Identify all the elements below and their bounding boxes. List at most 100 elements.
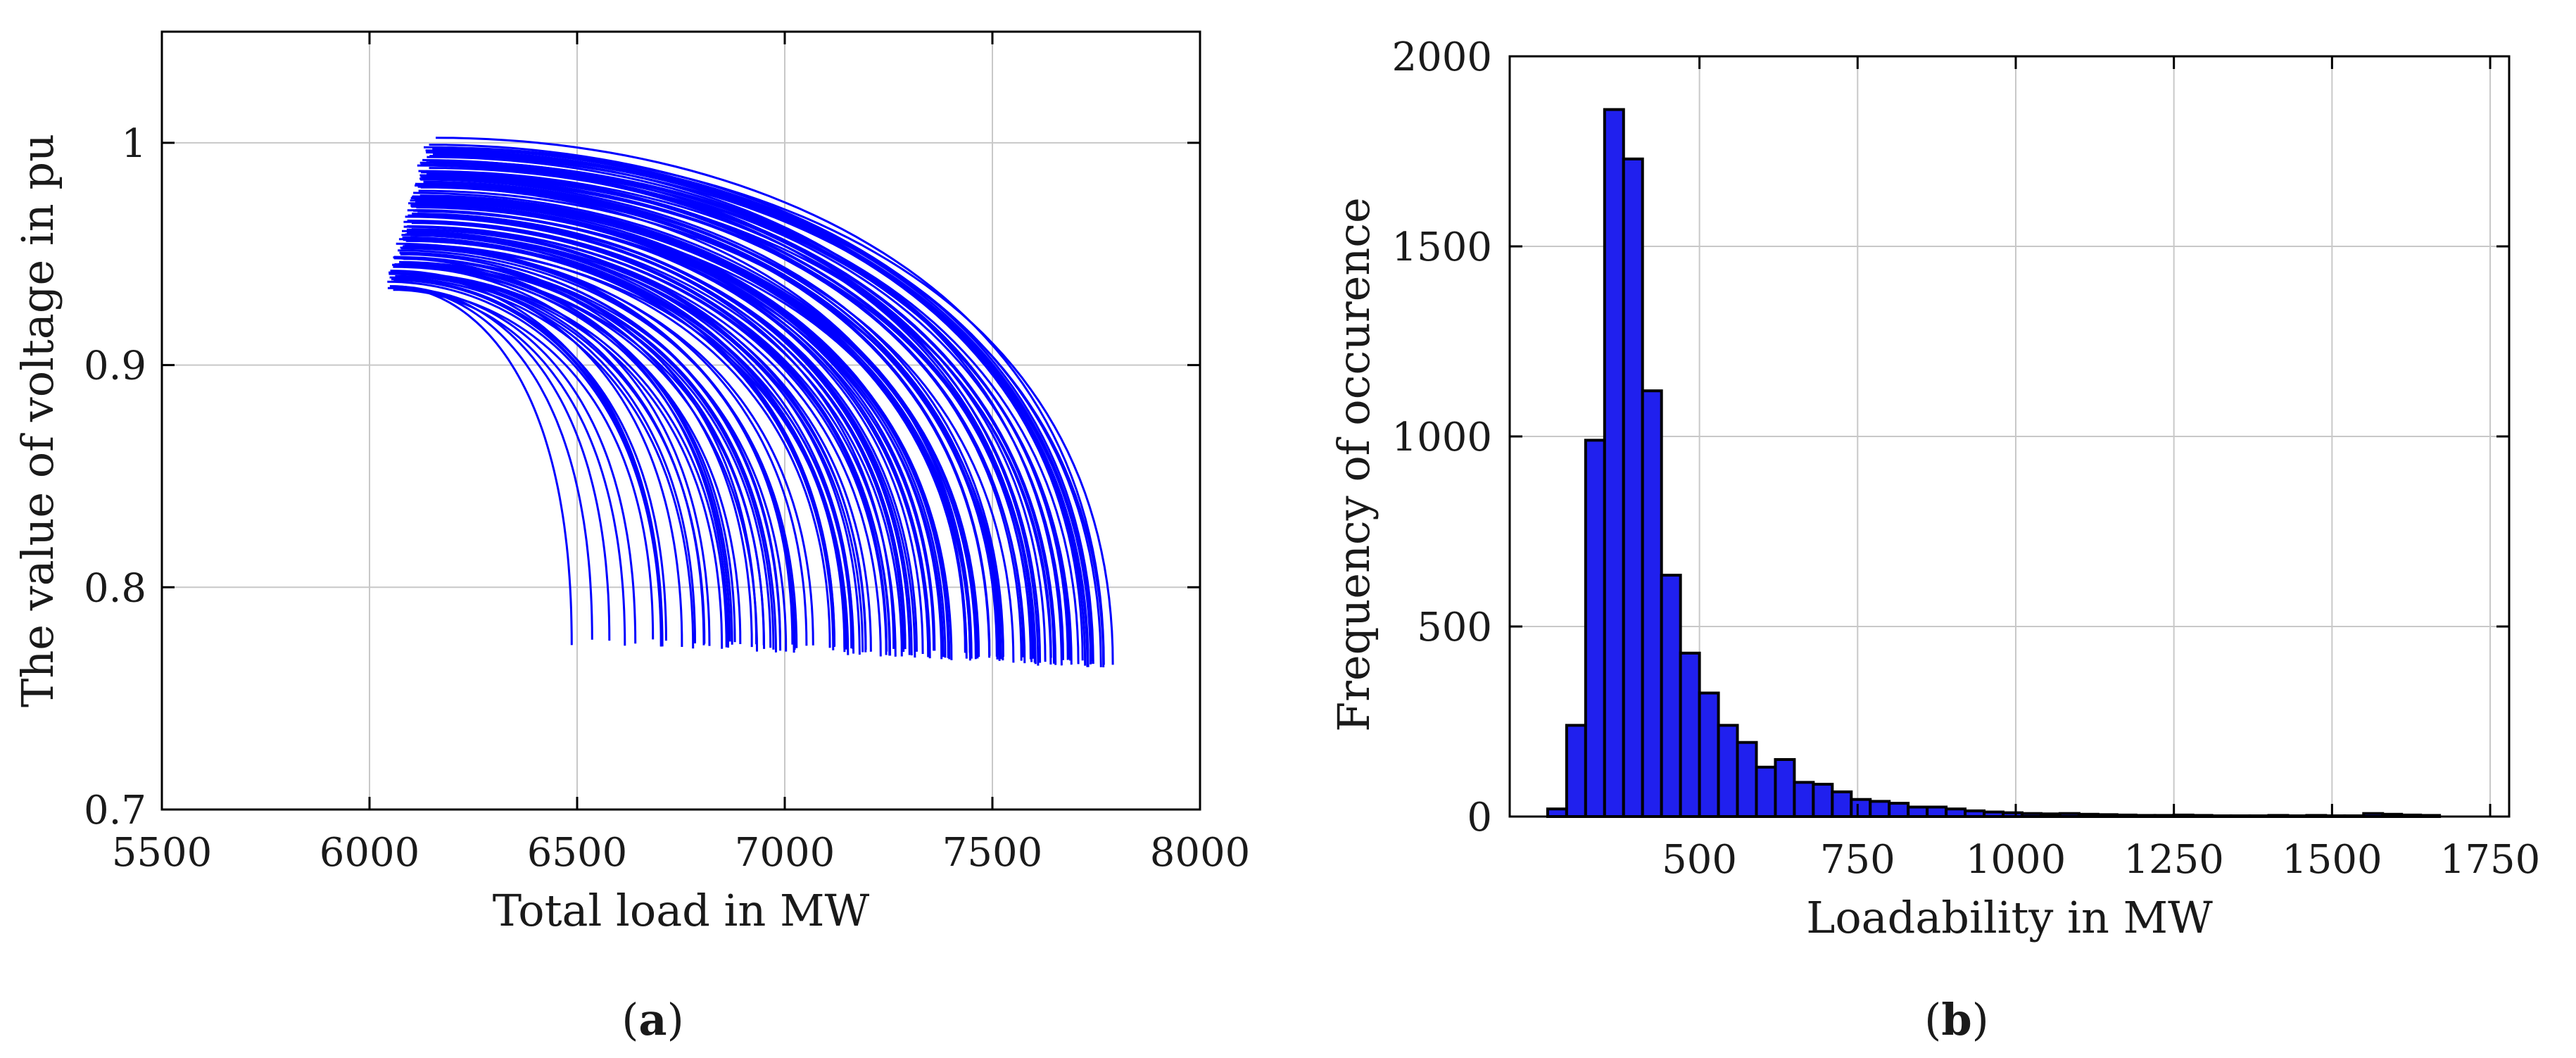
histogram-bar xyxy=(1698,691,1720,818)
histogram-bar xyxy=(1641,389,1663,818)
pv-curve xyxy=(395,275,696,644)
histogram-bar xyxy=(1736,741,1758,818)
panel-a-x-axis-label: Total load in MW xyxy=(493,885,870,936)
histogram-bar xyxy=(1565,724,1587,819)
pv-curve xyxy=(398,249,798,648)
pv-curve xyxy=(410,197,968,659)
pv-curve xyxy=(393,279,663,642)
panel-b-x-axis-label: Loadability in MW xyxy=(1806,892,2213,943)
pv-curve xyxy=(412,209,945,657)
pv-curve xyxy=(420,178,1004,657)
pv-curve xyxy=(392,272,724,649)
histogram-bar xyxy=(1907,805,1929,818)
pv-curve xyxy=(393,289,626,646)
pv-curve xyxy=(426,173,1037,665)
panel-b-y-tick-label: 500 xyxy=(1417,605,1492,650)
panel-b-x-tick-label: 1000 xyxy=(1966,837,2066,883)
histogram-bar xyxy=(1831,790,1853,819)
pv-curve xyxy=(394,263,758,652)
panel-a-tick-labels: 5500 6000 6500 7000 7500 8000 0.7 0.8 0.9 1 xyxy=(84,121,1250,876)
panel-b-x-tick-label: 500 xyxy=(1662,837,1737,883)
pv-curve xyxy=(415,201,951,660)
panel-a-y-axis-label: The value of voltage in pu xyxy=(12,134,63,707)
panel-a: 5500 6000 6500 7000 7500 8000 0.7 0.8 0.9 1 Total… xyxy=(12,30,1250,1045)
panel-b-x-tick-label: 750 xyxy=(1820,837,1895,883)
panel-a-ticks xyxy=(160,32,1201,811)
pv-curve xyxy=(391,278,662,646)
panel-b-y-tick-label: 1000 xyxy=(1391,415,1492,460)
pv-curve xyxy=(416,206,947,658)
pv-curve xyxy=(425,149,1092,665)
pv-curve xyxy=(415,215,918,652)
histogram-bar xyxy=(1717,724,1739,819)
panel-b-y-tick-label: 2000 xyxy=(1391,34,1492,80)
pv-curve xyxy=(401,234,850,655)
panel-a-x-tick-label: 6500 xyxy=(527,830,628,876)
pv-curve xyxy=(429,167,1055,664)
pv-curve xyxy=(390,285,573,645)
pv-curve xyxy=(406,228,882,657)
pv-curve xyxy=(408,225,888,655)
pv-curve xyxy=(408,214,905,653)
panel-b-caption: (b) xyxy=(1924,994,1989,1045)
panel-b-tick-labels: 500 750 1000 1250 1500 1750 0 500 1000 1500 2000 xyxy=(1391,34,2540,883)
panel-a-x-tick-label: 7000 xyxy=(735,830,835,876)
panel-b-y-tick-label: 0 xyxy=(1467,795,1492,840)
pv-curve xyxy=(408,202,953,660)
histogram-bar xyxy=(1812,783,1834,818)
pv-curve xyxy=(399,260,772,648)
pv-curve xyxy=(412,213,916,658)
panel-a-frame xyxy=(160,30,1201,811)
panel-a-x-tick-label: 5500 xyxy=(112,830,213,876)
panel-b-y-axis-label: Frequency of occurence xyxy=(1328,197,1379,731)
pv-curve xyxy=(389,271,664,647)
panel-b-x-tick-label: 1250 xyxy=(2123,837,2224,883)
histogram-bar xyxy=(1679,651,1701,818)
pv-curve xyxy=(407,219,903,657)
pv-curve xyxy=(405,233,867,650)
histogram-bar xyxy=(1850,798,1872,818)
pv-curve xyxy=(406,231,872,652)
pv-curve xyxy=(417,185,973,659)
panel-b-ticks xyxy=(1510,55,2509,818)
pv-curve xyxy=(422,163,1047,662)
panel-a-x-tick-label: 7500 xyxy=(942,830,1043,876)
pv-curve xyxy=(423,182,1002,660)
histogram-bar xyxy=(1926,805,1948,818)
panel-a-y-tick-label: 1 xyxy=(121,121,146,167)
pv-curve xyxy=(387,286,655,640)
histogram-bar xyxy=(1603,108,1625,819)
histogram-bar xyxy=(1888,802,1910,818)
histogram-bar xyxy=(1546,807,1568,818)
histogram-bar xyxy=(1869,800,1891,819)
pv-curve xyxy=(387,280,662,647)
histogram-bar xyxy=(1622,157,1644,819)
panel-a-x-tick-label: 8000 xyxy=(1150,830,1251,876)
pv-curve xyxy=(393,263,731,642)
pv-curve xyxy=(396,272,728,648)
panel-a-caption-letter: a xyxy=(638,994,667,1045)
panel-b-caption-letter: b xyxy=(1941,994,1971,1045)
panel-a-caption: (a) xyxy=(621,994,684,1045)
panel-b-x-tick-label: 1500 xyxy=(2282,837,2382,883)
histogram-bar xyxy=(1945,807,1967,818)
panel-b-bars xyxy=(1546,108,2442,819)
pv-curve xyxy=(400,252,781,646)
pv-curve xyxy=(400,247,814,645)
pv-curve xyxy=(413,191,979,659)
panel-a-x-tick-label: 6000 xyxy=(320,830,420,876)
pv-curve xyxy=(402,246,808,646)
pv-curve xyxy=(429,144,1094,665)
pv-curve xyxy=(412,195,977,660)
pv-curve xyxy=(433,162,1073,665)
histogram-bar xyxy=(1584,439,1606,818)
panel-b-x-tick-label: 1750 xyxy=(2440,837,2541,883)
pv-curve xyxy=(389,276,695,649)
histogram-bar xyxy=(1755,765,1777,819)
histogram-bar xyxy=(1793,781,1815,819)
panel-b: 500 750 1000 1250 1500 1750 0 500 1000 1500 2000 L… xyxy=(1328,34,2540,1045)
panel-a-y-tick-label: 0.8 xyxy=(84,565,146,611)
pv-curve xyxy=(419,184,999,660)
panel-b-y-tick-label: 1500 xyxy=(1391,225,1492,270)
